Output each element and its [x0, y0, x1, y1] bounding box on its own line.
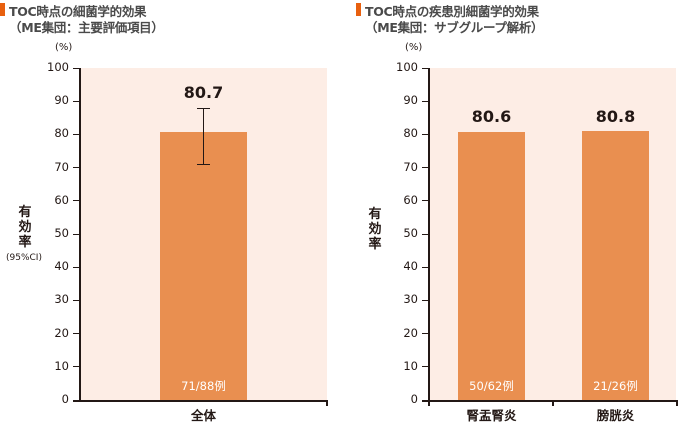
- y-tick-label: 0: [61, 392, 69, 406]
- x-category-label: 腎盂腎炎: [466, 408, 517, 423]
- y-tick: [422, 399, 428, 401]
- right-chart-panel: TOC時点の疾患別細菌学的効果 （ME集団：サブグループ解析） (%) 100 9…: [356, 0, 678, 423]
- y-tick-label: 90: [403, 93, 418, 108]
- y-label-char: 率: [368, 237, 382, 252]
- bar-overall: [160, 132, 247, 400]
- y-tick: [422, 133, 428, 136]
- x-axis-tick: [428, 400, 430, 406]
- y-axis-label: 有 効 率: [17, 205, 33, 250]
- y-axis: [79, 68, 81, 402]
- y-tick: [422, 333, 428, 335]
- x-axis: [422, 400, 678, 402]
- y-tick: [422, 167, 428, 169]
- y-tick: [73, 167, 79, 169]
- y-tick: [73, 133, 79, 136]
- y-unit-label: (%): [55, 42, 73, 53]
- y-tick-label: 10: [54, 358, 69, 373]
- left-chart-panel: TOC時点の細菌学的効果 （ME集団：主要評価項目） (%) 100 90 80 70…: [0, 0, 340, 423]
- y-tick-label: 30: [54, 292, 69, 307]
- y-tick-label: 10: [403, 358, 418, 373]
- y-label-char: 有: [368, 207, 382, 222]
- y-tick: [73, 333, 79, 335]
- bar-value-label: 80.6: [471, 107, 512, 126]
- right-chart-title: TOC時点の疾患別細菌学的効果: [365, 4, 539, 19]
- y-tick-label: 80: [403, 126, 418, 141]
- y-tick: [73, 200, 79, 202]
- y-tick-label: 70: [403, 159, 418, 174]
- left-chart-subtitle: （ME集団：主要評価項目）: [9, 20, 164, 35]
- error-bar: [203, 108, 205, 164]
- y-axis-ci-label: (95%CI): [6, 253, 42, 263]
- y-tick: [422, 366, 428, 368]
- x-axis-end-tick: [326, 400, 328, 406]
- bar-cystitis: [582, 131, 649, 400]
- y-tick: [422, 233, 428, 235]
- error-bar-cap-upper: [197, 108, 210, 110]
- y-tick-label: 80: [54, 126, 69, 141]
- y-tick: [73, 266, 79, 268]
- y-label-char: 効: [368, 222, 382, 237]
- y-label-char: 率: [18, 235, 32, 250]
- y-tick-label: 20: [54, 325, 69, 340]
- y-tick-label: 0: [410, 392, 418, 406]
- y-tick: [422, 200, 428, 202]
- title-accent-mark: [356, 3, 361, 16]
- x-category-label: 全体: [190, 408, 216, 423]
- y-tick-label: 100: [396, 60, 418, 74]
- x-axis: [73, 400, 328, 402]
- right-chart-subtitle: （ME集団：サブグループ解析）: [365, 20, 544, 35]
- y-tick-label: 40: [54, 259, 69, 274]
- y-tick-label: 90: [54, 93, 69, 108]
- y-axis-label: 有 効 率: [367, 207, 383, 252]
- y-tick-label: 40: [403, 259, 418, 274]
- left-chart-title: TOC時点の細菌学的効果: [9, 4, 147, 19]
- y-tick-label: 50: [403, 226, 418, 240]
- y-axis: [428, 68, 430, 402]
- y-tick-label: 70: [54, 159, 69, 174]
- bar-value-label: 80.8: [595, 107, 636, 126]
- y-tick: [73, 399, 79, 401]
- x-axis-tick: [552, 400, 554, 406]
- bar-value-label: 80.7: [183, 83, 224, 102]
- y-tick-label: 30: [403, 292, 418, 307]
- y-tick: [73, 233, 79, 235]
- x-axis-tick: [676, 400, 678, 406]
- y-tick-label: 20: [403, 325, 418, 340]
- y-unit-label: (%): [405, 42, 423, 53]
- bar-pyelonephritis: [458, 132, 525, 400]
- y-tick: [422, 299, 428, 302]
- x-category-label: 膀胱炎: [596, 408, 635, 423]
- y-tick-label: 100: [47, 60, 69, 74]
- error-bar-cap-lower: [197, 164, 210, 166]
- y-tick: [73, 100, 79, 102]
- title-accent-mark: [0, 3, 5, 16]
- bar-n-label: 21/26例: [593, 379, 638, 393]
- bar-n-label: 71/88例: [181, 379, 226, 393]
- y-tick: [422, 100, 428, 102]
- y-tick: [73, 67, 79, 69]
- y-tick-label: 50: [54, 226, 69, 240]
- y-tick-label: 60: [54, 192, 69, 207]
- y-tick: [73, 366, 79, 368]
- y-tick: [422, 67, 428, 69]
- bar-n-label: 50/62例: [469, 379, 514, 393]
- y-tick: [73, 299, 79, 302]
- y-tick: [422, 266, 428, 268]
- y-tick-label: 60: [403, 192, 418, 207]
- y-label-char: 効: [18, 220, 32, 235]
- y-label-char: 有: [18, 205, 32, 220]
